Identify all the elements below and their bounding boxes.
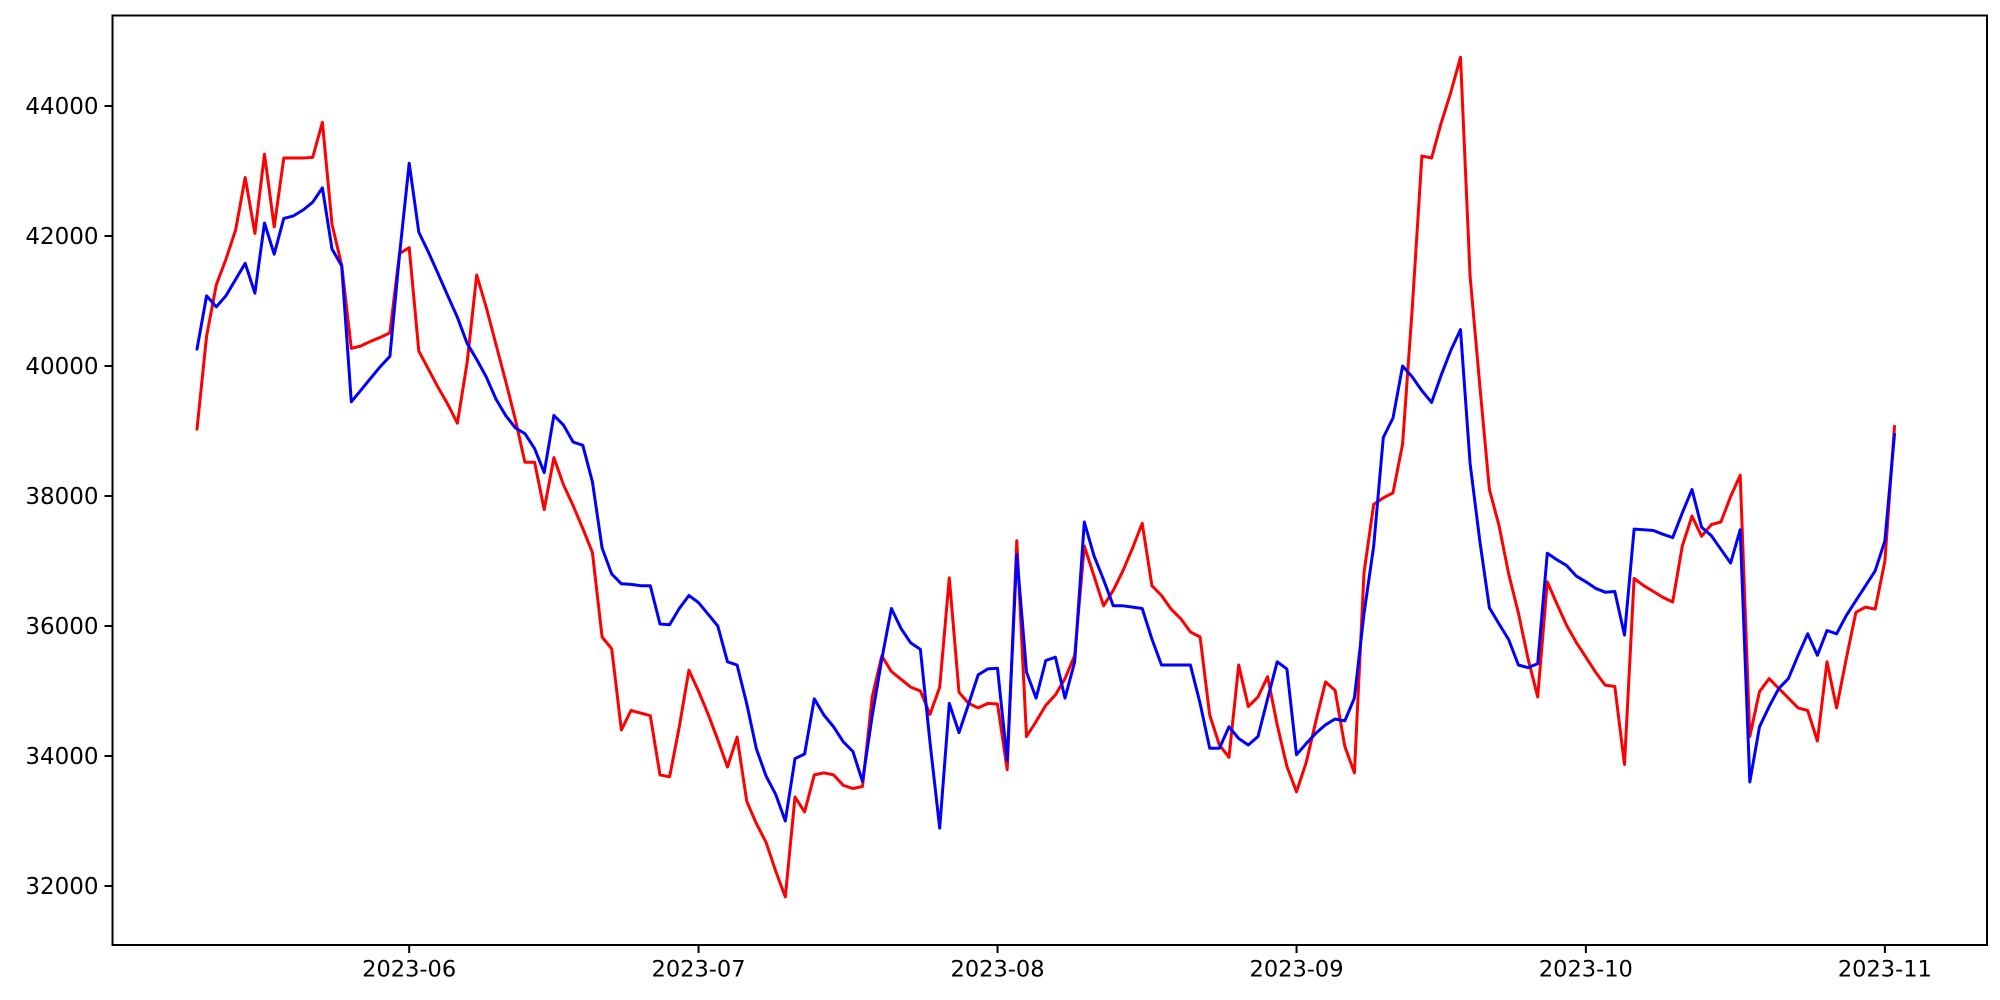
- blue-series-line: [195, 161, 1896, 830]
- series-lines: [195, 55, 1896, 899]
- x-tick-label: 2023-11: [1838, 957, 1932, 983]
- y-tick-label: 40000: [25, 354, 98, 380]
- y-tick-label: 34000: [25, 744, 98, 770]
- y-tick-label: 38000: [25, 484, 98, 510]
- y-tick-label: 32000: [25, 874, 98, 900]
- x-tick-label: 2023-08: [951, 957, 1045, 983]
- x-tick-label: 2023-06: [362, 957, 456, 983]
- red-series-line: [195, 55, 1896, 899]
- x-tick-label: 2023-10: [1539, 957, 1633, 983]
- plot-frame: [111, 14, 1988, 946]
- x-tick-label: 2023-07: [652, 957, 746, 983]
- plot-area: [111, 14, 1988, 946]
- x-tick-label: 2023-09: [1250, 957, 1344, 983]
- y-tick-label: 36000: [25, 614, 98, 640]
- y-tick-label: 42000: [25, 224, 98, 250]
- y-tick-label: 44000: [25, 94, 98, 120]
- axes: 32000 34000 36000 38000 40000 42000 44000 2023-…: [25, 94, 1932, 982]
